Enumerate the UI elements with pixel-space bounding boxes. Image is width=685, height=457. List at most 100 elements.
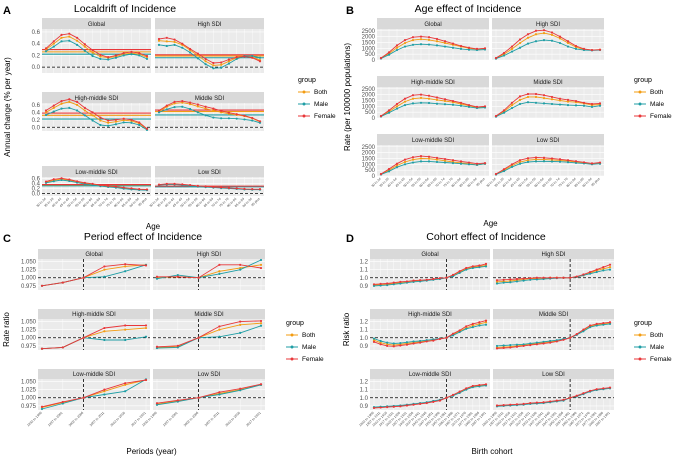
facet-strip xyxy=(153,309,265,319)
data-point-female xyxy=(550,157,554,160)
series-line-both xyxy=(495,158,601,175)
data-point-female xyxy=(379,172,383,176)
data-point-female xyxy=(103,265,106,268)
data-point-male xyxy=(220,117,223,120)
data-point-both xyxy=(227,60,231,63)
y-tick-label: 0.975 xyxy=(21,344,37,350)
legend-title: group xyxy=(298,77,316,84)
y-tick-label: 0.4 xyxy=(32,181,41,187)
data-point-male xyxy=(138,123,141,127)
panel-background xyxy=(38,259,150,290)
x-tick-label: 90 to 94 xyxy=(129,197,140,208)
y-tick-label: 1.0 xyxy=(360,396,369,402)
x-tick-label: 35 to 39 xyxy=(156,197,167,208)
y-tick-label: 1000 xyxy=(362,162,376,168)
data-point-female xyxy=(91,111,94,114)
legend-entry-label: Male xyxy=(314,101,328,108)
data-point-male xyxy=(60,178,63,182)
data-point-female xyxy=(526,33,530,36)
data-point-female xyxy=(138,51,141,55)
data-point-female xyxy=(443,157,447,161)
facet-strip-label: High-middle SDI xyxy=(411,80,455,86)
data-point-male xyxy=(534,160,538,163)
data-point-female xyxy=(427,36,431,39)
x-tick-label: 45 to 49 xyxy=(59,197,70,208)
data-point-female xyxy=(204,105,207,108)
x-tick-label: 30 to 34 xyxy=(148,197,159,208)
data-point-female xyxy=(218,263,221,266)
data-point-female xyxy=(44,47,48,50)
data-point-female xyxy=(478,384,481,387)
data-point-female xyxy=(495,347,499,350)
data-point-female xyxy=(251,116,254,120)
data-point-female xyxy=(595,268,598,271)
data-point-female xyxy=(459,101,463,104)
y-tick-label: 2000 xyxy=(362,35,376,41)
data-point-both xyxy=(534,95,538,99)
data-point-both xyxy=(107,121,110,124)
data-point-male xyxy=(566,45,570,48)
data-point-female xyxy=(542,29,546,32)
y-tick-label: 1.050 xyxy=(21,380,37,386)
data-point-female xyxy=(124,324,127,327)
data-point-female xyxy=(122,51,125,55)
data-point-male xyxy=(427,101,431,105)
data-point-male xyxy=(427,43,431,46)
data-point-female xyxy=(465,266,468,270)
data-point-female xyxy=(243,114,246,117)
data-point-male xyxy=(60,107,63,110)
data-point-female xyxy=(467,104,471,107)
series-line-female xyxy=(45,177,148,190)
data-point-both xyxy=(75,39,79,42)
data-point-female xyxy=(212,61,215,65)
data-point-male xyxy=(484,265,488,268)
data-point-female xyxy=(197,396,200,399)
data-point-both xyxy=(411,158,415,161)
y-tick-label: 2000 xyxy=(362,151,376,157)
data-point-male xyxy=(218,335,221,338)
data-point-male xyxy=(427,160,431,163)
data-point-male xyxy=(403,45,407,48)
y-axis-label: Rate (per 100000 populations) xyxy=(343,43,352,151)
facet-strip-label: Low-middle SDI xyxy=(409,372,452,378)
series-line-male xyxy=(495,101,601,118)
data-point-female xyxy=(542,342,545,345)
data-point-female xyxy=(518,95,522,98)
series-line-male xyxy=(156,259,262,280)
legend-entry-label: Both xyxy=(650,332,664,339)
data-point-both xyxy=(52,42,55,45)
y-tick-label: 1.2 xyxy=(360,259,369,265)
y-tick-label: 1500 xyxy=(362,156,376,162)
series-line-female xyxy=(41,325,146,350)
series-line-female xyxy=(45,98,148,130)
data-point-female xyxy=(103,326,106,330)
data-point-male xyxy=(502,111,506,114)
data-point-female xyxy=(419,93,423,96)
x-tick-label: 2002 to 2006 xyxy=(68,411,85,428)
data-point-male xyxy=(196,111,199,114)
data-point-female xyxy=(427,94,431,97)
data-point-both xyxy=(427,157,431,160)
data-point-female xyxy=(574,99,578,103)
y-tick-label: 500 xyxy=(365,110,376,116)
data-point-female xyxy=(435,96,439,99)
series-line-female xyxy=(158,183,260,190)
data-point-male xyxy=(582,104,586,107)
data-point-female xyxy=(509,278,512,281)
data-point-female xyxy=(157,109,161,112)
data-point-male xyxy=(478,266,481,269)
data-point-female xyxy=(395,102,399,106)
y-tick-label: 0.0 xyxy=(32,125,41,131)
data-point-both xyxy=(518,160,522,164)
data-point-male xyxy=(155,403,159,406)
data-point-male xyxy=(566,104,570,107)
x-tick-label: 2002 to 2006 xyxy=(183,411,200,428)
x-tick-label: 95 plus xyxy=(590,177,601,188)
data-point-male xyxy=(411,102,415,105)
data-point-male xyxy=(451,103,455,106)
data-point-female xyxy=(259,319,263,323)
data-point-female xyxy=(502,168,506,171)
y-tick-label: 1.2 xyxy=(360,319,369,325)
x-tick-label: 60 to 64 xyxy=(533,177,544,188)
